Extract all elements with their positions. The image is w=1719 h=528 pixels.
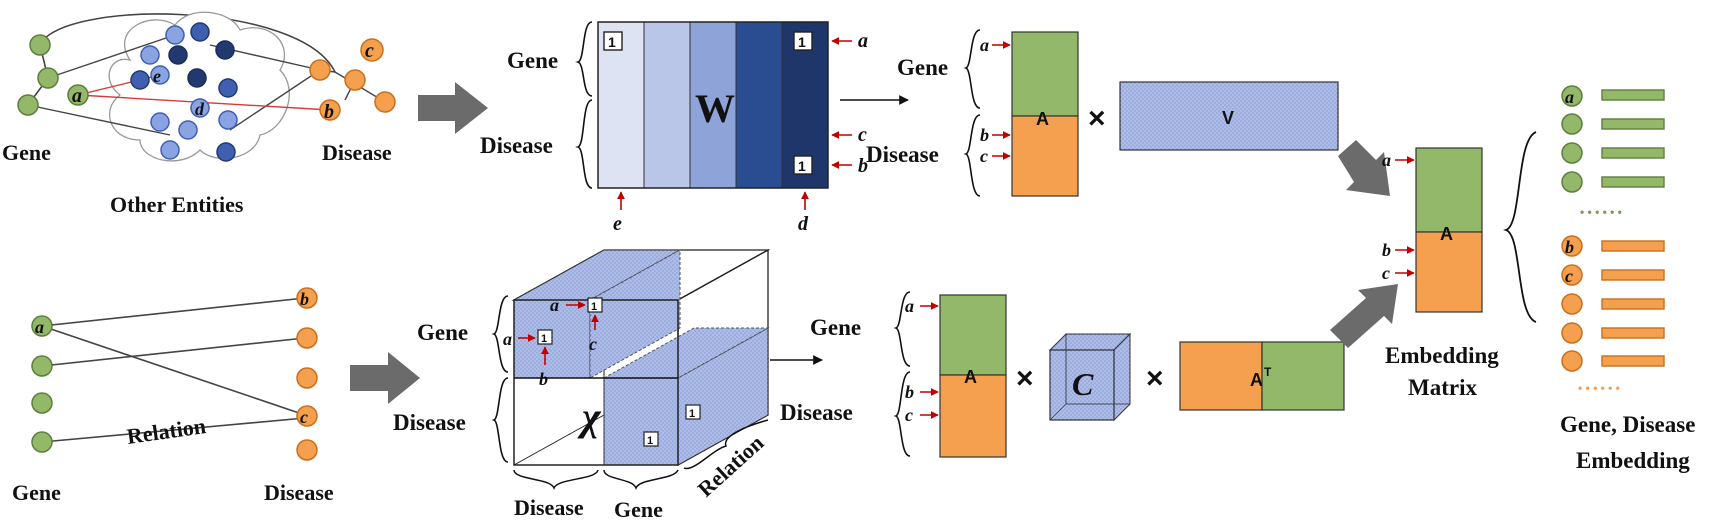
tensor-x: Gene Disease χ 1 1 1 1 a a [393,248,771,522]
embedding-matrix-label-1: Embedding [1385,343,1499,368]
x-one-3: 1 [689,408,695,420]
knowledge-graph: a e d b c Gene Disease Other Entities [2,11,396,217]
top-a-row-a: a [980,35,989,55]
node-a-label: a [72,85,82,107]
output-label-1: Gene, Disease [1560,412,1695,437]
x-disease-label: Disease [393,410,466,435]
brace-icon [683,419,769,470]
a-transpose-symbol: A [1250,370,1263,390]
x-one-2: 1 [591,301,597,313]
top-a-row-b: b [980,125,989,145]
transpose-mark: T [1264,365,1272,379]
green-dots: • • • • • • [1580,205,1622,219]
brace-icon [513,469,599,491]
w-disease-label: Disease [480,133,553,158]
w-symbol: W [695,86,735,131]
top-a-row-c: c [980,146,988,166]
right-block-arrow-icon [418,82,488,134]
bot-a-row-b: b [905,382,914,402]
orange-dots: • • • • • • [1578,381,1620,395]
w-one-a: 1 [798,34,806,50]
emb-row-b: b [1382,240,1391,260]
v-symbol: V [1222,108,1234,128]
x-one-1: 1 [541,333,547,345]
brace-icon [963,114,981,197]
brace-icon [893,291,911,367]
brace-icon [603,469,679,491]
node-d-label: d [195,99,205,119]
output-label-2: Embedding [1576,448,1690,473]
bot-a-gene-label: Gene [810,315,861,340]
emb-row-a: a [1382,150,1391,170]
c-symbol: C [1072,366,1094,402]
output-embeddings: • • • • • • • • • • • • a b c Gene, Dise… [1560,85,1695,473]
bp-node-a: a [35,317,44,337]
kg-disease-label: Disease [322,140,392,165]
right-block-arrow-icon [350,352,420,404]
w-row-b: b [858,155,868,177]
brace-icon [575,99,593,189]
top-a-disease-label: Disease [866,142,939,167]
top-times-1: × [1088,102,1106,135]
brace-icon [575,21,593,97]
w-one-e: 1 [608,34,616,50]
emb-a-symbol: A [1440,224,1453,244]
right-block-arrow-icon [1338,140,1390,196]
bp-disease-label: Disease [264,480,334,505]
node-b-label: b [324,101,334,123]
x-row-a2: a [550,295,559,315]
brace-icon [491,377,509,463]
bipartite-graph: a b c Relation Gene Disease [12,287,334,505]
bp-node-b: b [300,289,309,309]
bot-times-1: × [1016,362,1034,395]
w-gene-label: Gene [507,48,558,73]
w-row-c: c [858,124,867,146]
w-col-d: d [798,213,809,235]
top-factorization: Gene Disease a b c A × V [866,29,1339,197]
bot-a-symbol: A [964,367,977,387]
x-col-c: c [589,334,597,354]
top-a-gene-label: Gene [897,55,948,80]
out-node-c: c [1565,266,1573,286]
node-c-label: c [365,40,374,62]
x-col-b: b [539,369,548,389]
bot-times-2: × [1146,362,1164,395]
top-a-symbol: A [1036,109,1049,129]
brace-icon [893,371,911,457]
bot-a-disease-label: Disease [780,400,853,425]
out-node-b: b [1565,237,1574,257]
x-one-4: 1 [647,435,653,447]
w-row-a: a [858,30,868,52]
x-gene-label: Gene [417,320,468,345]
x-row-a: a [503,329,512,349]
brace-icon [491,295,509,373]
bp-relation-label: Relation [125,413,207,449]
kg-gene-label: Gene [2,140,51,165]
cube-icon [1048,332,1132,422]
w-col-e: e [613,213,622,235]
brace-icon [1503,131,1537,323]
x-axis-gene-label: Gene [614,497,663,522]
bottom-factorization: Gene Disease a b c A × C × A T [780,291,1345,458]
bot-a-row-a: a [905,296,914,316]
bp-gene-label: Gene [12,480,61,505]
right-block-arrow-icon [1330,284,1398,348]
x-axis-disease-label: Disease [514,495,584,520]
x-symbol: χ [577,394,602,439]
bot-a-row-c: c [905,405,913,425]
emb-row-c: c [1382,263,1390,283]
w-one-b: 1 [798,158,806,174]
out-node-a: a [1565,87,1574,107]
kg-other-entities-label: Other Entities [110,192,244,217]
brace-icon [963,29,981,109]
w-matrix: Gene Disease W 1 1 1 a c b e d [480,21,868,235]
bp-node-c: c [300,407,308,427]
node-e-label: e [153,66,161,86]
embedding-matrix: a b c A Embedding Matrix [1382,131,1537,400]
embedding-matrix-label-2: Matrix [1408,375,1477,400]
